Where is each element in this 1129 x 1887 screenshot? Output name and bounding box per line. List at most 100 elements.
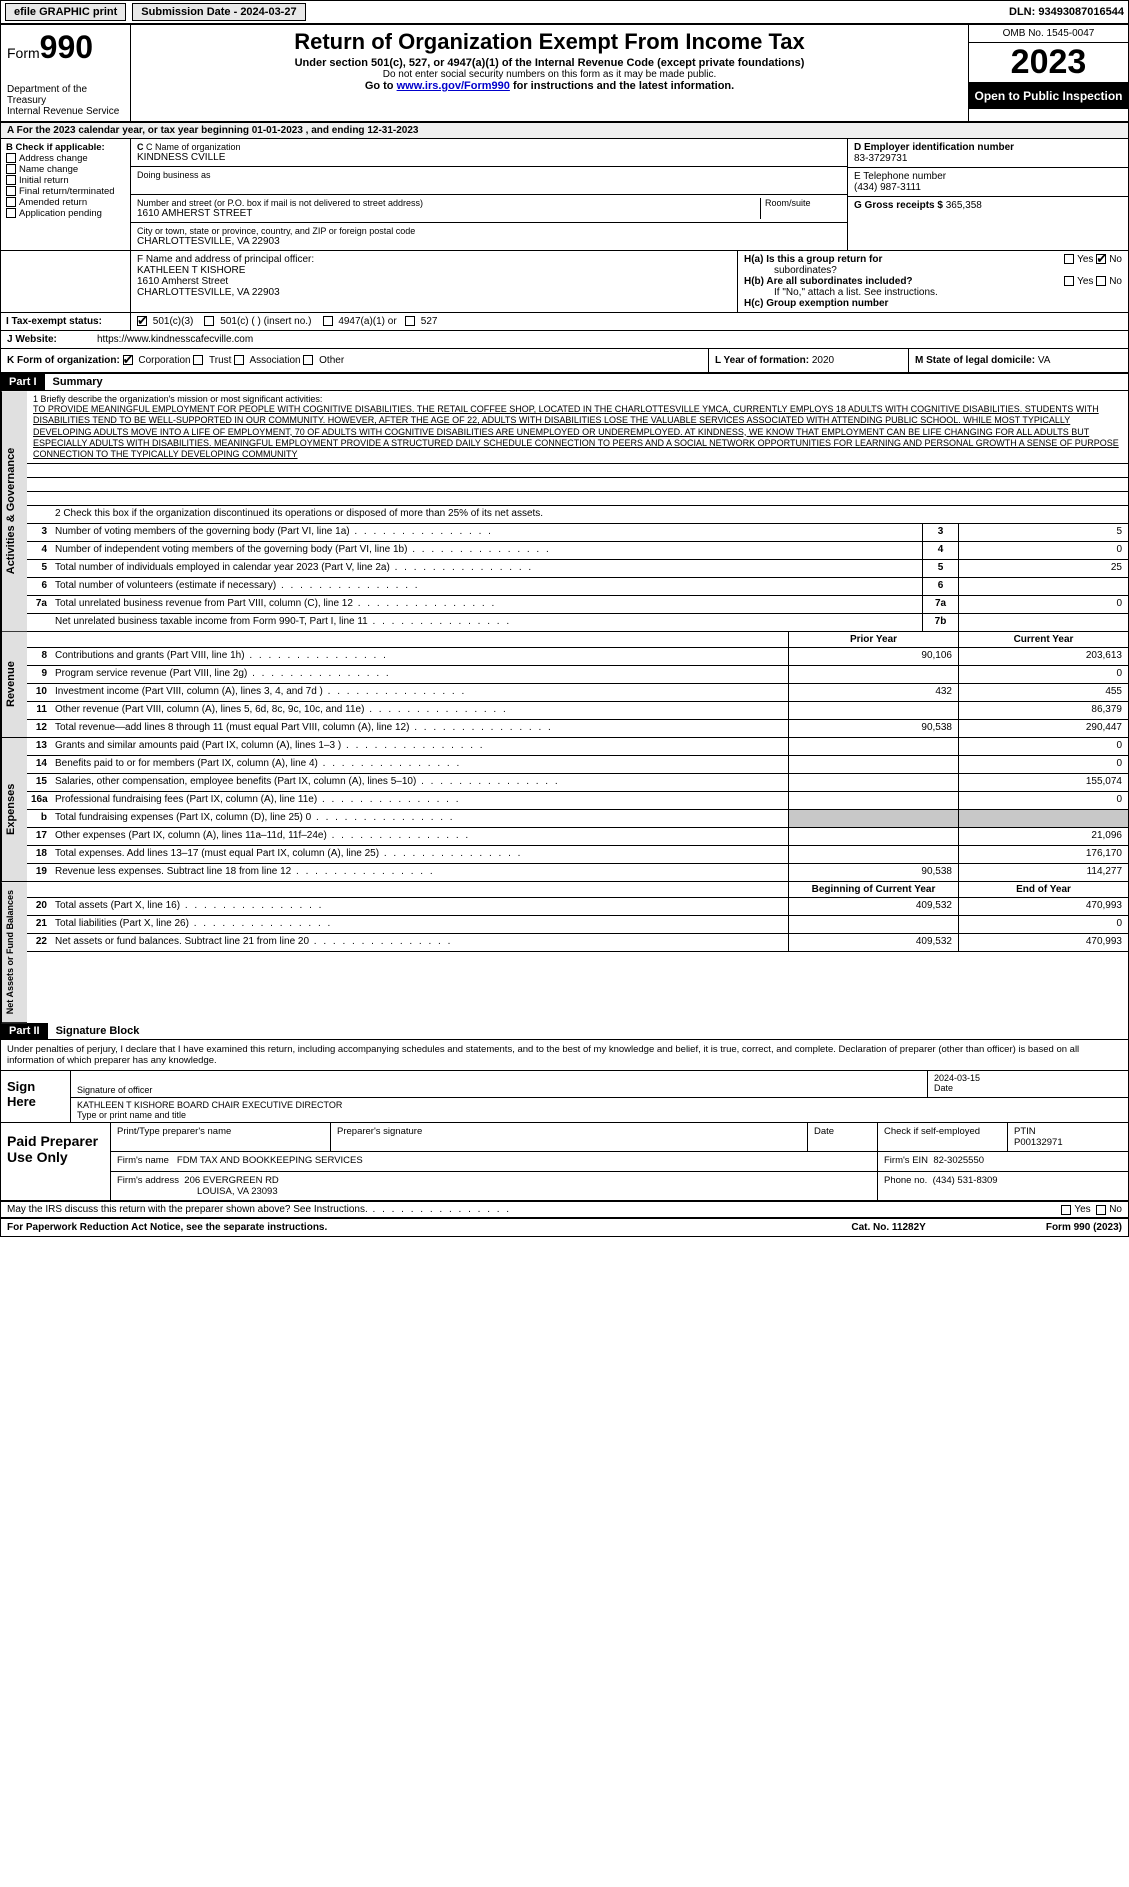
phone-no: (434) 531-8309 <box>933 1175 998 1186</box>
prior-val <box>788 810 958 827</box>
activities-row: 5Total number of individuals employed in… <box>27 560 1128 578</box>
row-num: 15 <box>27 774 51 791</box>
opt-initial: Initial return <box>19 175 69 186</box>
check-address-change[interactable] <box>6 153 16 163</box>
row-num: 18 <box>27 846 51 863</box>
row-box: 4 <box>922 542 958 559</box>
check-527[interactable] <box>405 316 415 326</box>
ha-no-check[interactable] <box>1096 254 1106 264</box>
sub3-post: for instructions and the latest informat… <box>510 80 734 92</box>
row-num: 20 <box>27 898 51 915</box>
vert-netassets: Net Assets or Fund Balances <box>1 882 27 1023</box>
check-501c[interactable] <box>204 316 214 326</box>
form-990-num: 990 <box>40 29 93 65</box>
check-final[interactable] <box>6 186 16 196</box>
vert-activities: Activities & Governance <box>1 391 27 632</box>
form-title: Return of Organization Exempt From Incom… <box>141 29 958 55</box>
check-corp[interactable] <box>123 355 133 365</box>
row-num: 16a <box>27 792 51 809</box>
prior-val <box>788 846 958 863</box>
hb-no-check[interactable] <box>1096 276 1106 286</box>
data-row: 22Net assets or fund balances. Subtract … <box>27 934 1128 952</box>
opt-527: 527 <box>421 316 438 327</box>
row-desc: Total assets (Part X, line 16) <box>51 898 788 915</box>
row-num: 8 <box>27 648 51 665</box>
ha-yes-check[interactable] <box>1064 254 1074 264</box>
mission-text: TO PROVIDE MEANINGFUL EMPLOYMENT FOR PEO… <box>33 404 1122 460</box>
current-val: 0 <box>958 916 1128 933</box>
tax-exempt-label: I Tax-exempt status: <box>1 313 131 330</box>
discuss-yes-check[interactable] <box>1061 1205 1071 1215</box>
org-city: CHARLOTTESVILLE, VA 22903 <box>137 236 841 247</box>
row-box: 3 <box>922 524 958 541</box>
efile-print-button[interactable]: efile GRAPHIC print <box>5 3 126 21</box>
vert-revenue: Revenue <box>1 632 27 738</box>
box-k: K Form of organization: Corporation Trus… <box>1 349 708 372</box>
check-assoc[interactable] <box>234 355 244 365</box>
dept-treasury: Department of the Treasury <box>7 84 124 106</box>
check-initial[interactable] <box>6 175 16 185</box>
data-row: 10Investment income (Part VIII, column (… <box>27 684 1128 702</box>
blank-1 <box>27 464 1128 478</box>
check-name-change[interactable] <box>6 164 16 174</box>
prior-val: 90,538 <box>788 864 958 881</box>
discuss-no-check[interactable] <box>1096 1205 1106 1215</box>
activities-row: 7aTotal unrelated business revenue from … <box>27 596 1128 614</box>
row-val: 25 <box>958 560 1128 577</box>
row-num: 3 <box>27 524 51 541</box>
data-row: 15Salaries, other compensation, employee… <box>27 774 1128 792</box>
sig-date-label: Date <box>934 1083 1122 1093</box>
current-val: 203,613 <box>958 648 1128 665</box>
row-desc: Total number of volunteers (estimate if … <box>51 578 922 595</box>
check-4947[interactable] <box>323 316 333 326</box>
check-other[interactable] <box>303 355 313 365</box>
paperwork-notice: For Paperwork Reduction Act Notice, see … <box>7 1222 327 1233</box>
prior-val <box>788 666 958 683</box>
current-val: 455 <box>958 684 1128 701</box>
box-f: F Name and address of principal officer:… <box>131 251 738 312</box>
data-row: 13Grants and similar amounts paid (Part … <box>27 738 1128 756</box>
dln-label: DLN: 93493087016544 <box>1009 6 1124 18</box>
check-pending[interactable] <box>6 208 16 218</box>
self-emp-label: Check if self-employed <box>884 1126 980 1137</box>
firm-addr1: 206 EVERGREEN RD <box>184 1175 279 1186</box>
row-box: 6 <box>922 578 958 595</box>
hc-label: H(c) Group exemption number <box>744 298 888 309</box>
firm-ein: 82-3025550 <box>933 1155 984 1166</box>
f-h-row: F Name and address of principal officer:… <box>1 251 1128 313</box>
current-year-hdr: Current Year <box>958 632 1128 647</box>
form-footer: Form 990 (2023) <box>1046 1222 1122 1233</box>
paid-preparer-block: Paid Preparer Use Only Print/Type prepar… <box>1 1123 1128 1201</box>
data-row: 12Total revenue—add lines 8 through 11 (… <box>27 720 1128 738</box>
check-501c3[interactable] <box>137 316 147 326</box>
discuss-row: May the IRS discuss this return with the… <box>1 1201 1128 1217</box>
row-val: 5 <box>958 524 1128 541</box>
row-num: 22 <box>27 934 51 951</box>
opt-amended: Amended return <box>19 197 87 208</box>
hb-yes-check[interactable] <box>1064 276 1074 286</box>
header-title-block: Return of Organization Exempt From Incom… <box>131 25 968 121</box>
submission-date-button[interactable]: Submission Date - 2024-03-27 <box>132 3 305 21</box>
addr-label: Number and street (or P.O. box if mail i… <box>137 198 756 208</box>
data-row: 19Revenue less expenses. Subtract line 1… <box>27 864 1128 882</box>
mission-block: 1 Briefly describe the organization's mi… <box>27 391 1128 464</box>
prep-name-label: Print/Type preparer's name <box>111 1123 331 1151</box>
opt-501c: 501(c) ( ) (insert no.) <box>220 316 311 327</box>
discuss-no: No <box>1109 1204 1122 1215</box>
row-box: 7a <box>922 596 958 613</box>
activities-row: 4Number of independent voting members of… <box>27 542 1128 560</box>
row-desc: Program service revenue (Part VIII, line… <box>51 666 788 683</box>
line-2: 2 Check this box if the organization dis… <box>27 506 1128 524</box>
row-num: 21 <box>27 916 51 933</box>
form-label: Form <box>7 45 40 61</box>
check-amended[interactable] <box>6 197 16 207</box>
check-trust[interactable] <box>193 355 203 365</box>
current-val: 155,074 <box>958 774 1128 791</box>
irs-link[interactable]: www.irs.gov/Form990 <box>397 80 510 92</box>
opt-name: Name change <box>19 164 78 175</box>
form-header: Form990 Department of the Treasury Inter… <box>1 25 1128 123</box>
opt-address: Address change <box>19 153 88 164</box>
ha-label: H(a) Is this a group return for <box>744 254 882 265</box>
open-inspection: Open to Public Inspection <box>969 83 1128 109</box>
phone-no-label: Phone no. <box>884 1175 927 1186</box>
